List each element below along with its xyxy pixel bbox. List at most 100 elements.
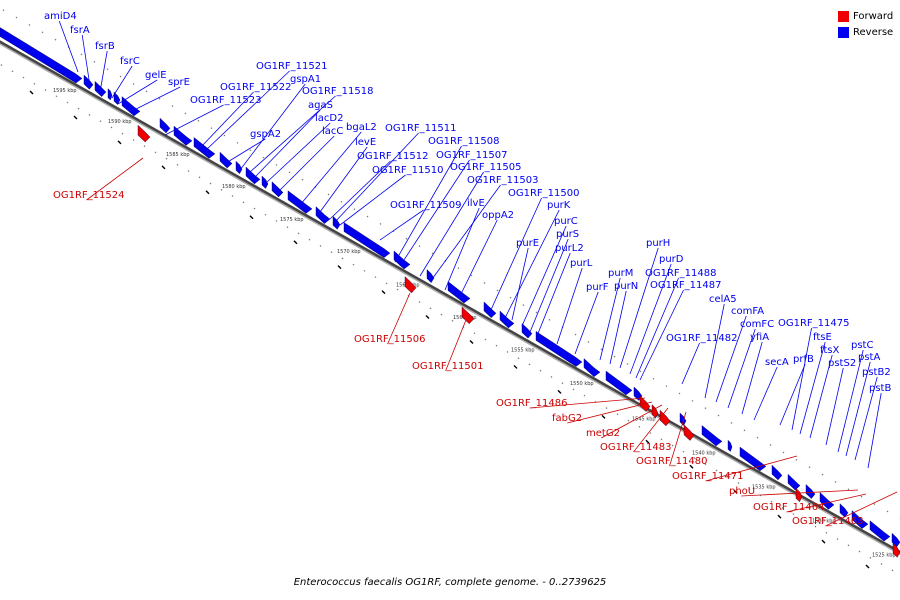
tick-inner — [220, 188, 223, 191]
reverse-gene-label-og1rf-11503: OG1RF_11503 — [467, 175, 539, 186]
tick-inner — [66, 101, 69, 104]
tick-inner — [858, 550, 861, 553]
tick-inner — [561, 382, 564, 385]
tick-outer — [834, 481, 837, 483]
leader-line — [117, 79, 158, 105]
reverse-gene-block — [739, 446, 767, 472]
tick-outer — [41, 31, 44, 34]
reverse-gene-block — [245, 166, 261, 185]
axis-label: 1590 kbp — [108, 119, 132, 125]
tick-inner — [264, 213, 267, 216]
leader-line — [799, 341, 826, 435]
tick-inner — [660, 438, 663, 441]
reverse-gene-label-purk: purK — [547, 200, 571, 211]
reverse-gene-label-og1rf-11482: OG1RF_11482 — [666, 333, 738, 344]
forward-gene-block — [461, 306, 475, 325]
tick-inner — [253, 207, 256, 210]
tick-inner — [715, 469, 718, 472]
leader-line — [715, 315, 747, 403]
reverse-gene-label-og1rf-11487: OG1RF_11487 — [650, 280, 722, 291]
tick-marks — [0, 9, 900, 572]
tick-inner — [682, 450, 685, 453]
leader-line — [265, 122, 331, 184]
reverse-gene-label-og1rf-11512: OG1RF_11512 — [357, 151, 429, 162]
tick-outer — [262, 156, 265, 159]
tick-outer — [756, 436, 759, 439]
leader-line — [225, 138, 266, 164]
tick-outer — [288, 171, 291, 174]
leader-line — [239, 83, 306, 171]
tick-outer — [15, 16, 18, 19]
tick-inner — [891, 569, 894, 572]
forward-gene-label-og1rf-11471: OG1RF_11471 — [672, 471, 744, 482]
leader-line — [339, 174, 406, 226]
axis-label: 1585 kbp — [166, 152, 190, 158]
gene-features — [0, 27, 900, 558]
reverse-gene-label-gspa1: gspA1 — [290, 74, 321, 85]
tick-outer — [509, 296, 512, 299]
reverse-gene-label-comfa: comFA — [731, 306, 764, 317]
leader-line — [511, 247, 529, 321]
leader-line — [601, 404, 663, 439]
reverse-gene-label-purs: purS — [556, 229, 579, 240]
reverse-gene-label-yfia: yfiA — [750, 332, 769, 343]
leader-line — [556, 267, 583, 345]
reverse-gene-label-comfc: comFC — [740, 319, 774, 330]
leader-line — [255, 109, 321, 177]
leader-line — [599, 277, 621, 361]
tick-outer — [535, 311, 538, 314]
reverse-gene-block — [107, 88, 113, 101]
axis-label: 1595 kbp — [53, 88, 77, 94]
tick-inner — [55, 95, 58, 98]
leader-line — [387, 292, 411, 345]
reverse-gene-block — [605, 370, 633, 396]
tick-outer — [886, 510, 889, 513]
tick-major — [865, 564, 870, 569]
leader-line — [854, 376, 878, 461]
tick-outer — [119, 75, 122, 78]
tick-outer — [782, 451, 785, 454]
reverse-gene-block — [193, 137, 216, 159]
tick-inner — [616, 413, 619, 416]
tick-inner — [572, 388, 575, 391]
tick-inner — [473, 332, 476, 335]
tick-outer — [704, 407, 707, 410]
tick-major — [557, 389, 562, 394]
reverse-gene-label-pstb: pstB — [869, 383, 891, 394]
tick-inner — [176, 163, 179, 166]
tick-major — [337, 265, 342, 270]
reverse-gene-block — [393, 250, 411, 270]
genome-caption: Enterococcus faecalis OG1RF, complete ge… — [293, 577, 607, 588]
reverse-gene-label-seca: secA — [765, 357, 789, 368]
tick-inner — [847, 544, 850, 547]
tick-inner — [869, 556, 872, 559]
reverse-gene-label-og1rf-11523: OG1RF_11523 — [190, 95, 262, 106]
tick-inner — [77, 107, 80, 110]
reverse-gene-block — [805, 484, 816, 499]
tick-inner — [638, 425, 641, 428]
tick-outer — [639, 370, 642, 373]
reverse-gene-block — [159, 117, 171, 134]
tick-inner — [33, 82, 36, 85]
forward-gene-label-og1rf-11506: OG1RF_11506 — [354, 334, 426, 345]
reverse-gene-block — [839, 503, 849, 518]
reverse-gene-block — [332, 215, 341, 230]
tick-outer — [522, 304, 525, 306]
tick-inner — [209, 182, 212, 185]
tick-inner — [330, 251, 333, 254]
tick-outer — [769, 444, 772, 447]
tick-outer — [613, 355, 616, 358]
reverse-gene-label-og1rf-11522: OG1RF_11522 — [220, 82, 292, 93]
tick-outer — [652, 377, 655, 380]
legend: Forward Reverse — [838, 8, 893, 40]
leader-line — [669, 411, 687, 467]
forward-gene-block — [683, 424, 695, 441]
leader-line — [394, 145, 462, 263]
tick-major — [689, 464, 694, 469]
reverse-gene-label-og1rf-11509: OG1RF_11509 — [390, 200, 462, 211]
tick-outer — [301, 178, 304, 181]
tick-outer — [80, 53, 83, 56]
leader-line — [399, 159, 470, 267]
tick-inner — [231, 195, 234, 197]
leader-line — [727, 328, 756, 409]
